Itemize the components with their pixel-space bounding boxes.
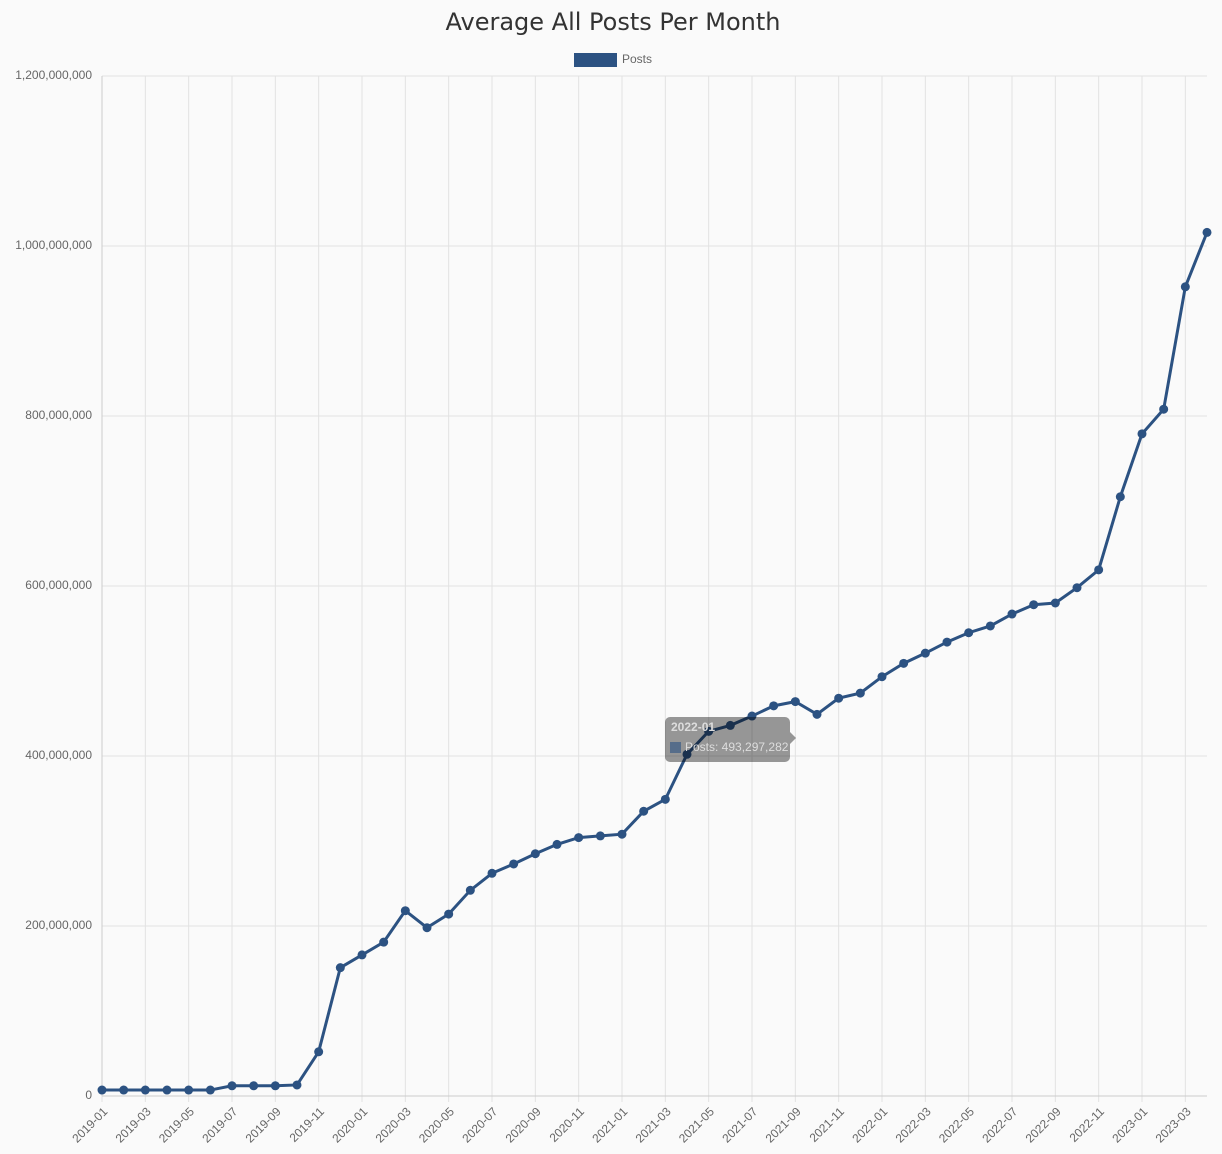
data-point bbox=[639, 806, 649, 816]
data-point bbox=[249, 1081, 259, 1091]
data-point bbox=[834, 693, 844, 703]
tooltip-label: Posts: 493,297,282 bbox=[685, 740, 789, 754]
tooltip: 2022-01 Posts: 493,297,282 bbox=[665, 717, 796, 762]
x-tick-label: 2022-03 bbox=[893, 1104, 934, 1145]
x-tick-label: 2021-11 bbox=[807, 1104, 848, 1145]
x-tick-label: 2022-09 bbox=[1023, 1104, 1064, 1145]
data-point bbox=[1029, 600, 1039, 610]
tooltip-title: 2022-01 bbox=[671, 720, 715, 734]
data-point bbox=[1115, 492, 1125, 502]
data-point bbox=[314, 1047, 324, 1057]
data-point bbox=[920, 648, 930, 658]
data-point bbox=[1180, 282, 1190, 292]
y-tick-label: 1,200,000,000 bbox=[15, 68, 92, 82]
data-point bbox=[790, 697, 800, 707]
series-line bbox=[102, 231, 1209, 1092]
data-point bbox=[1007, 609, 1017, 619]
data-point bbox=[1137, 429, 1147, 439]
data-point bbox=[877, 672, 887, 682]
data-point bbox=[292, 1080, 302, 1090]
data-point bbox=[812, 709, 822, 719]
y-tick-label: 1,000,000,000 bbox=[15, 238, 92, 252]
data-point bbox=[660, 794, 670, 804]
x-tick-label: 2021-01 bbox=[589, 1104, 630, 1145]
data-point bbox=[400, 906, 410, 916]
x-tick-label: 2023-03 bbox=[1153, 1104, 1194, 1145]
data-point bbox=[97, 1085, 107, 1095]
legend-swatch bbox=[574, 53, 617, 67]
x-tick-label: 2020-03 bbox=[373, 1104, 414, 1145]
y-tick-label: 600,000,000 bbox=[25, 578, 92, 592]
x-tick-label: 2023-01 bbox=[1109, 1104, 1150, 1145]
data-point bbox=[487, 868, 497, 878]
x-tick-label: 2020-07 bbox=[459, 1104, 500, 1145]
x-tick-label: 2021-03 bbox=[633, 1104, 674, 1145]
data-point bbox=[205, 1085, 215, 1095]
x-tick-label: 2020-11 bbox=[547, 1104, 588, 1145]
chart-title: Average All Posts Per Month bbox=[445, 8, 780, 36]
data-point bbox=[574, 833, 584, 843]
x-tick-label: 2022-01 bbox=[849, 1104, 890, 1145]
data-point bbox=[855, 688, 865, 698]
data-point bbox=[1159, 404, 1169, 414]
data-point bbox=[184, 1085, 194, 1095]
x-tick-label: 2021-07 bbox=[719, 1104, 760, 1145]
x-tick-label: 2020-05 bbox=[416, 1104, 457, 1145]
data-point bbox=[227, 1081, 237, 1091]
x-tick-label: 2022-11 bbox=[1067, 1104, 1108, 1145]
data-point bbox=[530, 849, 540, 859]
tooltip-box bbox=[665, 717, 790, 762]
data-point bbox=[444, 909, 454, 919]
data-point bbox=[964, 628, 974, 638]
data-point bbox=[162, 1085, 172, 1095]
y-tick-label: 0 bbox=[85, 1088, 92, 1102]
x-tick-label: 2019-01 bbox=[69, 1104, 110, 1145]
legend-label: Posts bbox=[622, 52, 652, 66]
data-point bbox=[335, 963, 345, 973]
data-point bbox=[725, 720, 735, 730]
data-point bbox=[140, 1085, 150, 1095]
y-tick-label: 400,000,000 bbox=[25, 748, 92, 762]
x-tick-label: 2020-09 bbox=[503, 1104, 544, 1145]
data-point bbox=[704, 726, 714, 736]
data-point bbox=[270, 1081, 280, 1091]
y-tick-label: 800,000,000 bbox=[25, 408, 92, 422]
y-tick-label: 200,000,000 bbox=[25, 918, 92, 932]
data-point bbox=[509, 859, 519, 869]
x-tick-label: 2019-03 bbox=[113, 1104, 154, 1145]
data-point bbox=[1050, 598, 1060, 608]
x-tick-label: 2022-05 bbox=[936, 1104, 977, 1145]
x-tick-label: 2019-11 bbox=[287, 1104, 328, 1145]
tooltip-swatch bbox=[670, 742, 681, 753]
x-tick-label: 2019-07 bbox=[199, 1104, 240, 1145]
x-tick-label: 2020-01 bbox=[329, 1104, 370, 1145]
data-point bbox=[422, 923, 432, 933]
data-point bbox=[1094, 565, 1104, 575]
data-point bbox=[379, 937, 389, 947]
data-point bbox=[552, 839, 562, 849]
data-point bbox=[595, 831, 605, 841]
x-tick-label: 2019-05 bbox=[156, 1104, 197, 1145]
x-tick-label: 2022-07 bbox=[979, 1104, 1020, 1145]
data-point bbox=[899, 658, 909, 668]
data-point bbox=[985, 621, 995, 631]
data-point bbox=[617, 829, 627, 839]
data-point bbox=[119, 1085, 129, 1095]
data-point bbox=[747, 711, 757, 721]
data-point bbox=[357, 950, 367, 960]
data-point bbox=[769, 701, 779, 711]
data-point bbox=[682, 749, 692, 759]
data-point bbox=[942, 637, 952, 647]
data-point bbox=[1072, 583, 1082, 593]
x-tick-label: 2021-09 bbox=[763, 1104, 804, 1145]
data-point bbox=[465, 885, 475, 895]
data-point bbox=[1202, 227, 1212, 237]
x-tick-label: 2019-09 bbox=[243, 1104, 284, 1145]
tooltip-caret bbox=[790, 732, 796, 744]
x-tick-label: 2021-05 bbox=[676, 1104, 717, 1145]
